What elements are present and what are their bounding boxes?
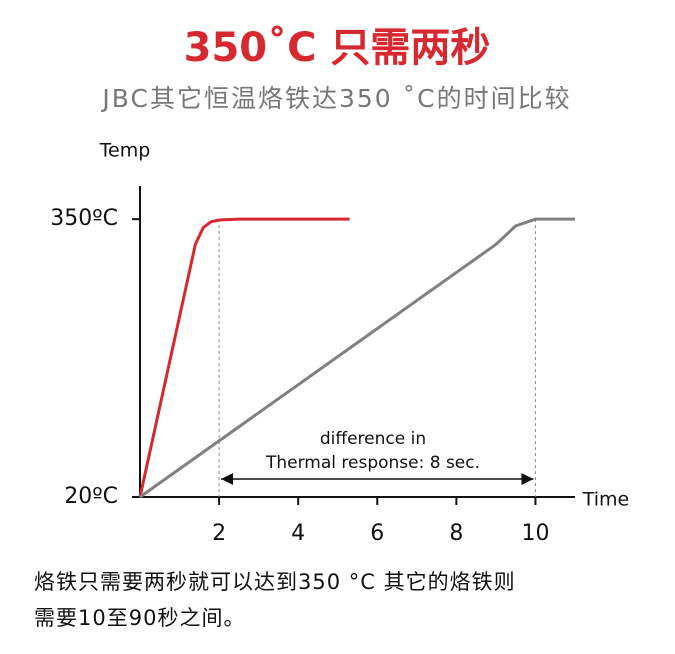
y-axis-label: Temp bbox=[99, 140, 151, 162]
annotation: Thermal response: 8 sec. bbox=[265, 453, 480, 473]
y-tick-label: 20ºC bbox=[64, 484, 118, 509]
chart-subtitle: JBC其它恒温烙铁达350 ˚C的时间比较 bbox=[100, 84, 571, 113]
x-tick-label: 8 bbox=[449, 521, 463, 546]
y-tick-label: 350ºC bbox=[50, 206, 118, 231]
series-line bbox=[138, 217, 350, 498]
x-tick-label: 2 bbox=[212, 521, 226, 546]
x-tick-label: 4 bbox=[291, 521, 305, 546]
chart-title: 350˚C 只需两秒 bbox=[184, 24, 491, 71]
x-axis-label: Time bbox=[582, 489, 630, 511]
series-line bbox=[139, 217, 575, 499]
annotation: difference in bbox=[320, 429, 426, 449]
x-tick-label: 6 bbox=[370, 521, 384, 546]
caption: 需要10至90秒之间。 bbox=[34, 606, 245, 630]
caption: 烙铁只需要两秒就可以达到350 °C 其它的烙铁则 bbox=[34, 570, 516, 594]
x-tick-label: 10 bbox=[521, 521, 549, 546]
